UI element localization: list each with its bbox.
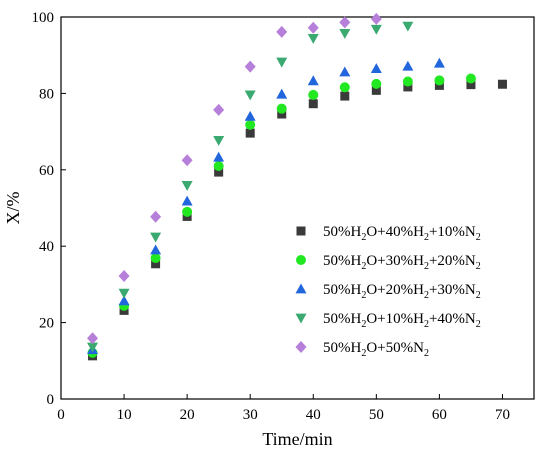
plot-area <box>60 16 535 400</box>
x-tick-label: 50 <box>369 407 384 423</box>
x-tick-label: 30 <box>243 407 258 423</box>
data-point-s4-9 <box>370 12 382 25</box>
x-tick-label: 10 <box>117 407 132 423</box>
data-point-s1-9 <box>371 78 382 89</box>
data-point-s2-9 <box>370 63 382 73</box>
legend-entry-2: 50%H2O+20%H2+30%N2 <box>323 282 481 301</box>
legend-marker-4 <box>295 341 307 353</box>
data-point-s2-7 <box>307 75 319 86</box>
data-point-s3-2 <box>150 232 162 243</box>
data-point-s2-1 <box>118 295 130 306</box>
data-point-s3-7 <box>307 33 319 44</box>
data-point-s3-3 <box>181 181 193 191</box>
data-point-s2-2 <box>150 244 162 255</box>
x-tick-label: 60 <box>432 407 447 423</box>
data-point-s1-12 <box>465 73 476 84</box>
data-point-s3-4 <box>213 135 225 146</box>
x-tick-label: 0 <box>57 407 65 423</box>
data-point-s0-13 <box>497 79 507 89</box>
data-point-s4-2 <box>150 210 162 223</box>
data-point-s2-11 <box>433 57 445 68</box>
data-point-s4-8 <box>339 16 351 29</box>
data-point-s2-4 <box>213 151 225 162</box>
data-point-s2-6 <box>276 88 288 99</box>
data-point-s0-7 <box>308 99 318 109</box>
data-point-s0-4 <box>214 167 224 177</box>
data-point-s1-3 <box>182 206 193 217</box>
data-point-s3-9 <box>370 24 382 35</box>
data-point-s1-11 <box>434 75 445 86</box>
data-point-s0-10 <box>403 82 413 92</box>
data-point-s4-0 <box>87 332 99 345</box>
data-point-s3-1 <box>118 288 130 299</box>
data-point-s0-8 <box>340 91 350 101</box>
data-point-s3-6 <box>276 57 288 68</box>
legend-marker-3 <box>295 313 307 324</box>
data-point-s1-2 <box>150 253 161 264</box>
x-axis-title: Time/min <box>262 429 332 449</box>
axis-ticks: 0 10 20 30 40 50 60 70 0 20 40 60 80 100 <box>32 10 510 423</box>
data-point-s0-9 <box>371 85 381 95</box>
legend-entry-3: 50%H2O+10%H2+40%N2 <box>323 311 481 330</box>
data-point-s4-5 <box>244 60 256 73</box>
y-tick-label: 80 <box>39 86 54 102</box>
y-tick-label: 20 <box>39 316 54 332</box>
legend-marker-2 <box>295 283 307 294</box>
data-point-s2-5 <box>244 110 256 121</box>
data-point-s4-4 <box>213 103 225 116</box>
data-point-s1-5 <box>245 119 256 130</box>
x-tick-label: 20 <box>180 407 195 423</box>
data-markers <box>87 12 507 361</box>
data-point-s1-7 <box>308 89 319 100</box>
data-point-s2-10 <box>402 60 414 71</box>
data-point-s1-4 <box>213 160 224 171</box>
data-point-s3-10 <box>402 21 414 32</box>
data-point-s2-3 <box>181 195 193 206</box>
data-point-s1-6 <box>276 103 287 114</box>
legend: 50%H2O+40%H2+10%N2 50%H2O+30%H2+20%N2 50%H… <box>295 224 481 359</box>
y-tick-label: 40 <box>39 239 54 255</box>
data-point-s3-8 <box>339 29 351 39</box>
legend-entry-0: 50%H2O+40%H2+10%N2 <box>323 224 481 243</box>
data-point-s4-7 <box>307 21 319 34</box>
data-point-s4-1 <box>118 269 130 282</box>
data-point-s4-6 <box>276 25 288 38</box>
x-tick-label: 70 <box>495 407 510 423</box>
legend-marker-0 <box>296 226 306 236</box>
data-point-s4-3 <box>181 154 193 167</box>
data-point-s0-6 <box>277 109 287 119</box>
data-point-s0-5 <box>245 128 255 138</box>
data-point-s1-10 <box>402 76 413 87</box>
y-axis-title: X/% <box>3 192 23 225</box>
data-point-s1-8 <box>339 82 350 93</box>
y-tick-label: 60 <box>39 163 54 179</box>
legend-marker-1 <box>296 255 306 265</box>
data-point-s3-5 <box>244 90 256 101</box>
y-tick-label: 100 <box>32 10 55 26</box>
data-point-s3-0 <box>87 342 99 353</box>
data-point-s2-8 <box>339 66 351 77</box>
y-tick-label: 0 <box>47 392 55 408</box>
data-point-s0-12 <box>466 80 476 90</box>
legend-entry-4: 50%H2O+50%N2 <box>323 340 429 359</box>
x-tick-label: 40 <box>306 407 321 423</box>
data-point-s0-2 <box>151 259 161 269</box>
legend-entry-1: 50%H2O+30%H2+20%N2 <box>323 253 481 272</box>
